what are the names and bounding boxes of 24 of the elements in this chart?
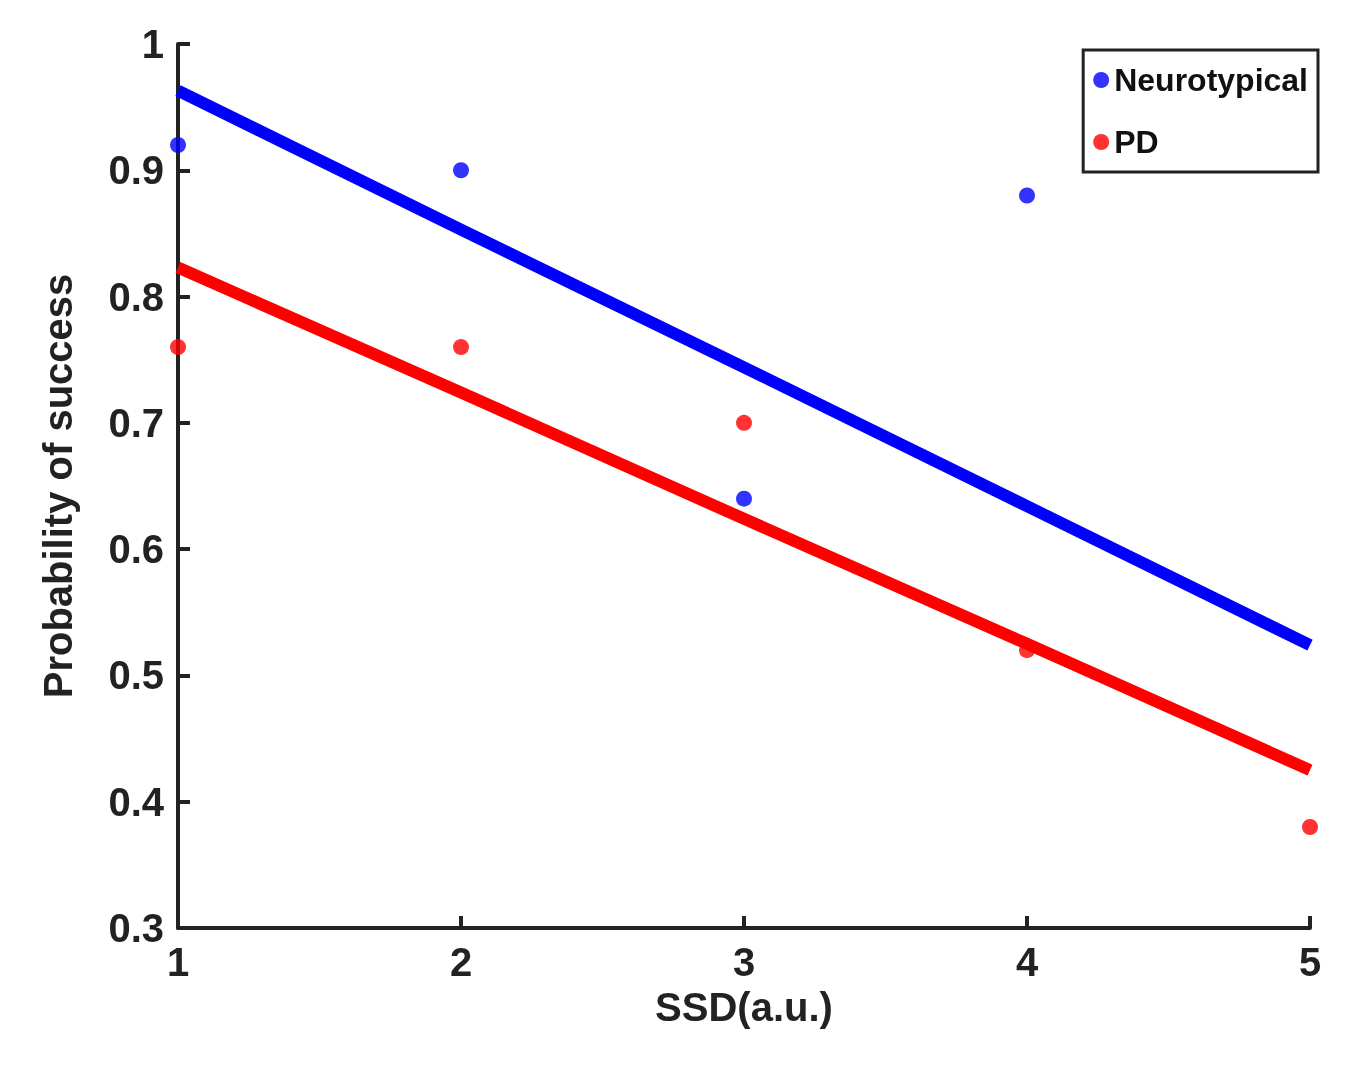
- y-tick-label: 0.5: [108, 653, 164, 698]
- y-axis-title: Probability of success: [36, 273, 80, 699]
- x-tick-label: 3: [732, 940, 756, 984]
- x-axis-title: SSD(a.u.): [655, 984, 833, 1029]
- point: [453, 339, 469, 356]
- legend-label: PD: [1114, 124, 1159, 160]
- y-tick-label: 0.4: [108, 779, 165, 824]
- y-tick-label: 0.7: [108, 400, 164, 445]
- x-tick-label: 5: [1298, 940, 1322, 984]
- point: [170, 137, 186, 154]
- x-tick-label: 2: [449, 940, 473, 984]
- y-tick-label: 0.3: [108, 906, 164, 950]
- point: [170, 339, 186, 356]
- y-tick-label: 0.6: [108, 527, 164, 572]
- x-tick-label: 4: [1015, 940, 1039, 984]
- legend-label: Neurotypical: [1114, 62, 1308, 98]
- point: [453, 162, 469, 179]
- y-tick-label: 0.9: [108, 148, 164, 193]
- point: [736, 414, 752, 431]
- y-tick-label: 0.8: [108, 274, 164, 319]
- point: [1019, 187, 1035, 204]
- point: [1302, 818, 1318, 835]
- point: [736, 490, 752, 507]
- y-tick-label: 1: [141, 22, 164, 66]
